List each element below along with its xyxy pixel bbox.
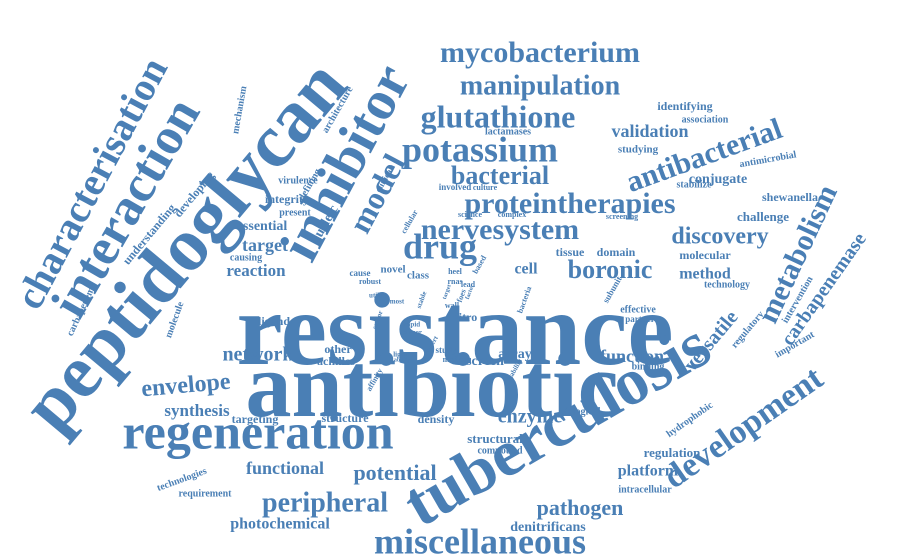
word-peripheral: peripheral [262, 487, 388, 518]
word-lactamases: lactamases [485, 126, 531, 137]
word-integrity: integrity [265, 192, 309, 206]
word-other: other [324, 342, 352, 356]
word-potassium: potassium [402, 129, 558, 169]
word-most: most [390, 298, 405, 306]
word-reaction: reaction [226, 261, 286, 280]
word-target: target [442, 284, 453, 300]
word-effective: effective [620, 304, 656, 315]
word-study: study [435, 345, 457, 355]
word-functional: functional [246, 458, 324, 478]
word-bacterial: bacterial [451, 161, 549, 190]
word-identifying: identifying [657, 99, 712, 113]
word-conjugate: conjugate [689, 172, 747, 187]
word-drug: drug [403, 226, 477, 266]
word-factor: factor [465, 284, 476, 301]
word-culture: culture [473, 183, 498, 192]
word-ligand: ligand [258, 314, 290, 328]
word-foes: foes [455, 288, 468, 304]
word-rapid: rapid [404, 321, 420, 329]
word-boronic: boronic [568, 255, 653, 284]
word-miscellaneous: miscellaneous [374, 521, 586, 559]
word-studying: studying [618, 144, 659, 156]
word-heel: heel [448, 267, 463, 276]
word-medical: medical [443, 355, 470, 364]
word-novel: novel [380, 264, 405, 276]
word-present: present [279, 207, 311, 218]
word-manipulation: manipulation [460, 70, 621, 101]
word-molecular: molecular [679, 248, 731, 262]
word-rnas: rnas [447, 277, 462, 286]
word-pathogen: pathogen [537, 495, 624, 520]
word-utility: utility [369, 292, 387, 300]
word-method: method [679, 266, 731, 283]
word-tissue: tissue [556, 245, 585, 259]
word-enzyme: enzyme [498, 406, 563, 428]
word-regulation: regulation [644, 445, 702, 460]
word-class: class [407, 270, 430, 282]
word-photochemical: photochemical [230, 516, 330, 533]
word-cell: cell [514, 261, 538, 278]
word-challenge: challenge [737, 209, 789, 224]
word-stabilize: stabilize [677, 179, 713, 190]
word-ability: ability [394, 357, 410, 363]
word-achilles: achilles [317, 354, 355, 368]
word-biological: biological [559, 406, 600, 417]
word-complex: complex [498, 210, 526, 219]
word-target: target [242, 235, 288, 255]
word-regeneration: regeneration [122, 403, 393, 459]
word-resistance: resistance [236, 272, 673, 387]
word-requirement: requirement [179, 488, 233, 499]
word-dimer: dimer [404, 329, 422, 337]
word-function: function [600, 346, 664, 366]
word-screen: screen [466, 354, 504, 369]
word-glutathione: glutathione [421, 98, 576, 134]
word-science: science [458, 210, 482, 219]
word-potential: potential [353, 460, 436, 485]
word-density: density [418, 412, 455, 426]
word-lead: lead [461, 280, 476, 289]
word-partner: partner [625, 314, 655, 324]
word-wall: wall [445, 301, 460, 310]
word-structure: structure [321, 411, 369, 425]
word-synthesis: synthesis [164, 401, 230, 420]
word-proteintherapies: proteintherapies [464, 187, 675, 220]
word-robust: robust [359, 277, 381, 286]
word-array: array [498, 347, 531, 362]
word-technology: technology [704, 279, 750, 290]
word-envelope: envelope [140, 369, 232, 403]
word-network: network [222, 344, 294, 366]
word-binding: binding [632, 361, 665, 372]
word-compound: compound [477, 445, 522, 456]
word-essential: essential [237, 219, 288, 234]
word-antibiotic: antibiotic [245, 334, 618, 436]
word-targeting: targeting [232, 412, 279, 426]
word-platform: platform [618, 463, 679, 480]
word-validation: validation [611, 121, 688, 141]
word-structural: structural [467, 431, 523, 446]
word-intracellular: intracellular [618, 484, 672, 495]
word-mycobacterium: mycobacterium [440, 36, 640, 69]
word-domain: domain [597, 245, 636, 259]
word-screening: screening [606, 212, 638, 221]
word-association: association [682, 114, 729, 125]
word-light: light [393, 351, 407, 359]
word-shewanella: shewanella [762, 190, 818, 204]
word-denitrificans: denitrificans [510, 520, 586, 535]
word-discovery: discovery [671, 224, 768, 250]
word-causing: causing [230, 252, 262, 263]
word-involved: involved [439, 182, 472, 192]
word-nervesystem: nervesystem [421, 213, 579, 246]
word-virulence: virulence [278, 175, 318, 186]
word-cause: cause [350, 268, 371, 278]
word-vitro: vitro [453, 310, 477, 324]
